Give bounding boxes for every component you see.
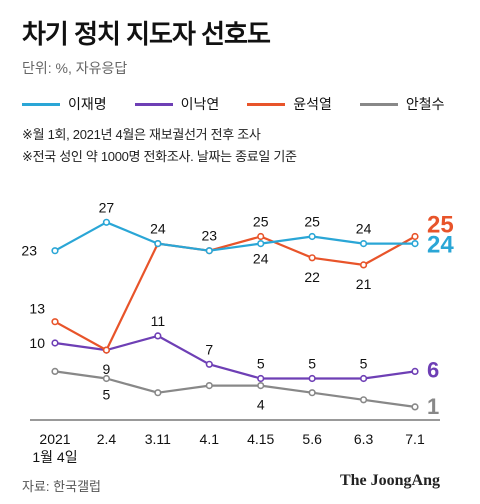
data-point	[308, 374, 316, 383]
data-label: 25	[304, 214, 320, 230]
survey-note-1: ※월 1회, 2021년 4월은 재보궐선거 전후 조사	[22, 127, 261, 142]
data-point	[308, 232, 316, 241]
chart-title: 차기 정치 지도자 선호도	[22, 19, 271, 49]
legend-label: 이재명	[68, 96, 107, 112]
data-point	[411, 232, 419, 241]
legend-item-ahn-cheolsoo: 안철수	[359, 94, 445, 114]
data-label: 5	[308, 356, 316, 372]
legend-swatch	[134, 102, 173, 106]
data-point	[308, 254, 316, 262]
legend-item-yoon-seokyeol: 윤석열	[247, 94, 332, 114]
data-point	[359, 396, 368, 404]
legend-label: 안철수	[405, 96, 445, 112]
brand-logo: The JoongAng	[339, 472, 440, 489]
data-label: 23	[21, 243, 37, 259]
data-point	[102, 374, 111, 383]
x-tick-label: 5.6	[302, 431, 322, 447]
series-line	[54, 221, 415, 252]
data-point	[51, 318, 59, 326]
survey-note-2: ※전국 성인 약 1000명 전화조사. 날짜는 종료일 기준	[22, 149, 297, 164]
data-point	[51, 367, 59, 376]
data-point	[51, 247, 59, 255]
data-label: 10	[29, 335, 45, 351]
data-label: 22	[304, 269, 320, 285]
x-tick-label: 7.1	[405, 431, 425, 447]
legend-swatch	[359, 102, 398, 106]
data-point	[205, 360, 213, 368]
legend-label: 윤석열	[293, 96, 332, 112]
data-label: 1	[427, 394, 439, 419]
source-note: 자료: 한국갤럽	[22, 479, 101, 494]
x-tick-label: 1월 4일	[32, 449, 77, 465]
data-label: 5	[257, 356, 265, 372]
legend-label: 이낙연	[180, 96, 220, 112]
data-point	[411, 240, 419, 248]
data-point	[359, 261, 368, 269]
unit-note: 단위: %, 자유응답	[22, 60, 128, 76]
data-label: 7	[205, 341, 213, 357]
legend-swatch	[22, 102, 60, 106]
data-point	[359, 374, 368, 383]
data-point	[411, 403, 419, 411]
data-label: 11	[151, 313, 166, 329]
data-label: 25	[427, 212, 454, 239]
legend-item-lee-nakyon: 이낙연	[134, 94, 220, 114]
data-label: 25	[253, 214, 269, 230]
x-tick-label: 4.15	[247, 431, 274, 447]
data-label: 24	[253, 251, 269, 267]
x-tick-label: 2.4	[97, 431, 117, 447]
data-label: 23	[201, 228, 217, 244]
data-point	[154, 240, 162, 248]
data-label: 5	[360, 356, 368, 372]
data-point	[308, 389, 316, 397]
data-label: 24	[150, 221, 166, 237]
data-label: 5	[103, 387, 111, 403]
data-point	[205, 382, 213, 390]
data-point	[359, 240, 368, 248]
data-point	[257, 240, 265, 248]
data-point	[257, 374, 265, 383]
series-line	[54, 235, 416, 352]
data-point	[154, 332, 162, 340]
data-point	[411, 367, 419, 376]
x-tick-label: 4.1	[200, 431, 220, 447]
data-point	[257, 232, 265, 241]
series-line	[54, 334, 416, 380]
series-line	[54, 370, 416, 408]
data-label: 24	[427, 232, 454, 259]
data-label: 6	[427, 357, 439, 382]
data-point	[102, 346, 111, 354]
data-point	[257, 382, 265, 390]
x-tick-label: 2021	[39, 431, 70, 447]
legend-item-lee-jaemyung: 이재명	[22, 94, 107, 114]
data-point	[102, 218, 111, 226]
data-point	[154, 389, 162, 397]
data-point	[205, 247, 213, 255]
data-label: 27	[99, 199, 115, 215]
legend: 이재명 이낙연 윤석열 안철수	[22, 94, 473, 114]
x-tick-label: 3.11	[145, 431, 171, 447]
data-label: 9	[103, 361, 111, 377]
data-label: 24	[356, 221, 372, 237]
x-tick-label: 6.3	[354, 431, 374, 447]
data-label: 13	[29, 301, 45, 317]
data-label: 4	[257, 397, 265, 413]
data-point	[51, 339, 59, 347]
data-label: 21	[356, 276, 372, 292]
legend-swatch	[247, 102, 286, 106]
